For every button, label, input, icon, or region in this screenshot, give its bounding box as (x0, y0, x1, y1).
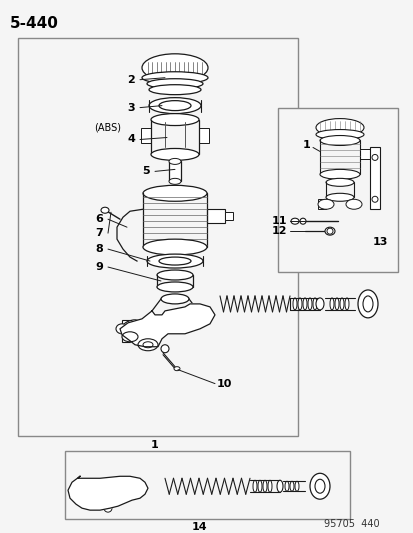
Ellipse shape (149, 98, 201, 114)
Ellipse shape (276, 480, 282, 492)
Ellipse shape (159, 257, 190, 265)
Bar (359, 149, 371, 159)
Ellipse shape (147, 79, 202, 88)
Ellipse shape (345, 199, 361, 209)
Bar (317, 199, 325, 209)
Bar (65, 451, 349, 519)
Circle shape (371, 155, 377, 160)
Ellipse shape (325, 193, 353, 201)
Text: 1: 1 (301, 141, 309, 150)
Ellipse shape (149, 85, 201, 95)
Text: 13: 13 (372, 237, 387, 247)
Ellipse shape (157, 282, 192, 292)
Bar (141, 127, 151, 143)
Bar (224, 212, 233, 220)
Ellipse shape (344, 298, 348, 310)
Ellipse shape (157, 270, 192, 280)
Bar (169, 161, 180, 181)
Ellipse shape (317, 199, 333, 209)
Ellipse shape (142, 54, 207, 82)
Bar (122, 320, 136, 338)
Ellipse shape (81, 499, 87, 504)
Bar (122, 332, 130, 342)
Ellipse shape (314, 479, 324, 493)
Ellipse shape (151, 149, 199, 160)
Text: 11: 11 (271, 216, 286, 226)
Ellipse shape (75, 482, 93, 494)
Ellipse shape (142, 72, 207, 84)
Ellipse shape (325, 179, 353, 187)
Circle shape (371, 196, 377, 202)
Ellipse shape (319, 135, 359, 146)
Ellipse shape (252, 480, 256, 492)
Text: 9: 9 (95, 262, 103, 272)
Text: 6: 6 (95, 214, 103, 224)
Ellipse shape (169, 158, 180, 164)
Ellipse shape (315, 130, 363, 140)
Polygon shape (68, 477, 147, 510)
Ellipse shape (142, 342, 153, 348)
Ellipse shape (147, 254, 202, 268)
Circle shape (161, 345, 169, 353)
Ellipse shape (142, 239, 206, 255)
Text: 1: 1 (151, 440, 159, 450)
Ellipse shape (362, 296, 372, 312)
Text: 3: 3 (127, 103, 135, 112)
Ellipse shape (80, 485, 88, 491)
Bar (199, 127, 209, 143)
Text: 10: 10 (216, 378, 232, 389)
Ellipse shape (292, 298, 296, 310)
Circle shape (299, 218, 305, 224)
Bar (277, 108, 397, 272)
Text: 7: 7 (95, 228, 103, 238)
Text: 4: 4 (127, 134, 135, 144)
Bar (206, 209, 224, 223)
Ellipse shape (315, 118, 363, 136)
Ellipse shape (267, 480, 271, 492)
Ellipse shape (324, 227, 334, 235)
Ellipse shape (284, 481, 288, 491)
Ellipse shape (312, 298, 316, 310)
Ellipse shape (294, 481, 298, 491)
Ellipse shape (257, 480, 261, 492)
Ellipse shape (262, 480, 266, 492)
Ellipse shape (290, 218, 298, 224)
Text: (ABS): (ABS) (94, 123, 121, 133)
Ellipse shape (169, 179, 180, 184)
Bar (18, 38, 297, 437)
Circle shape (104, 504, 112, 512)
Ellipse shape (173, 367, 180, 370)
Bar (369, 148, 379, 209)
Ellipse shape (159, 101, 190, 111)
Ellipse shape (138, 339, 158, 351)
Ellipse shape (151, 114, 199, 126)
Ellipse shape (302, 298, 306, 310)
Ellipse shape (161, 294, 189, 304)
Ellipse shape (307, 298, 311, 310)
Ellipse shape (122, 332, 138, 342)
Ellipse shape (297, 298, 301, 310)
Text: 95705  440: 95705 440 (324, 519, 379, 529)
Ellipse shape (329, 298, 333, 310)
Polygon shape (120, 304, 214, 347)
Text: 8: 8 (95, 244, 103, 254)
Text: 5: 5 (142, 166, 150, 176)
Text: 2: 2 (127, 75, 135, 85)
Text: 5-440: 5-440 (10, 16, 59, 31)
Ellipse shape (357, 290, 377, 318)
Ellipse shape (289, 481, 293, 491)
Circle shape (326, 228, 332, 234)
Ellipse shape (122, 320, 150, 338)
Ellipse shape (334, 298, 338, 310)
Text: 14: 14 (192, 522, 207, 532)
Ellipse shape (142, 185, 206, 201)
Ellipse shape (116, 324, 128, 334)
Text: 12: 12 (271, 226, 286, 236)
Ellipse shape (101, 207, 109, 213)
Ellipse shape (339, 298, 343, 310)
Ellipse shape (315, 298, 323, 310)
Ellipse shape (309, 473, 329, 499)
Ellipse shape (77, 496, 91, 506)
Ellipse shape (319, 169, 359, 179)
